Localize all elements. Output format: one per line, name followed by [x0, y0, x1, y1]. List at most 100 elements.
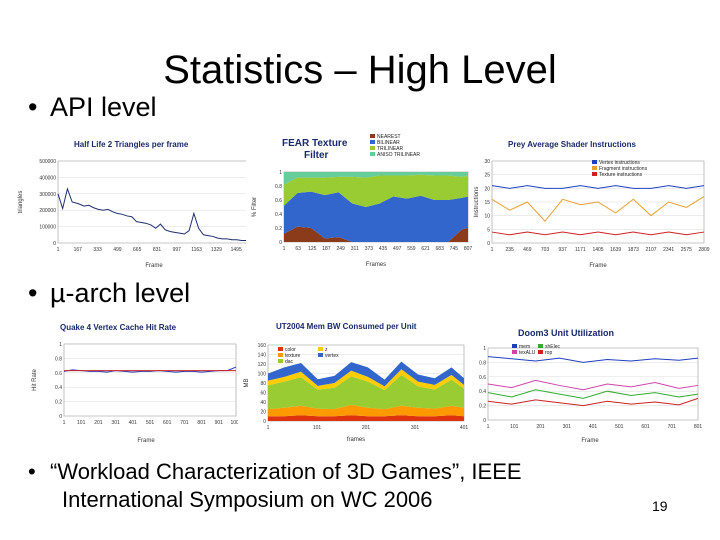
- series-line: [57, 187, 256, 242]
- legend-swatch: [370, 146, 375, 150]
- y-tick-label: 120: [258, 362, 267, 368]
- y-tick-label: 1: [279, 170, 282, 176]
- x-tick-label: 2341: [663, 247, 674, 253]
- area-texture: [268, 404, 464, 417]
- area-dac: [268, 374, 464, 410]
- x-tick-label: 621: [421, 246, 430, 252]
- x-tick-label: 187: [322, 246, 331, 252]
- chart-title: FEAR Texture: [282, 138, 348, 149]
- legend-label: dac: [285, 359, 294, 365]
- x-axis-label: Frame: [137, 438, 155, 444]
- legend-swatch: [538, 350, 543, 354]
- legend-label: mem: [519, 344, 530, 350]
- legend-swatch: [538, 344, 543, 348]
- legend-label: shElec: [545, 344, 561, 350]
- x-tick-label: 101: [510, 424, 519, 430]
- bullet-dot: •: [28, 278, 38, 308]
- x-tick-label: 807: [464, 246, 472, 252]
- x-tick-label: 1: [283, 246, 286, 252]
- x-tick-label: 249: [336, 246, 345, 252]
- ut2004-mem-bw-chart: UT2004 Mem BW Consumed per Unit 0 20 40 60 80…: [238, 315, 470, 444]
- x-tick-label: 401: [589, 424, 598, 430]
- legend-swatch: [278, 347, 283, 351]
- series-line-fragment-instructions: [491, 196, 705, 222]
- x-tick-label: 301: [563, 424, 572, 430]
- y-tick-label: 10: [484, 214, 490, 220]
- hl2-triangles-chart: Half Life 2 Triangles per frame 0 100000 20…: [14, 133, 262, 270]
- x-tick-label: 703: [541, 247, 550, 253]
- bullet-dot: •: [28, 92, 38, 122]
- legend-label: BILINEAR: [377, 140, 400, 146]
- y-tick-label: 20: [260, 410, 266, 416]
- bullet-uarch-level: • µ-arch level: [28, 278, 190, 309]
- x-axis-label: Frame: [589, 263, 607, 269]
- legend-label: texture: [285, 353, 301, 359]
- chart-title: Doom3 Unit Utilization: [518, 328, 614, 338]
- chart-title-line2: Filter: [304, 150, 329, 161]
- citation-line-1: “Workload Characterization of 3D Games”,…: [50, 459, 522, 484]
- x-tick-label: 435: [379, 246, 388, 252]
- y-tick-label: 0.6: [275, 198, 282, 204]
- y-tick-label: 0.8: [479, 360, 486, 366]
- x-tick-label: 2107: [645, 247, 656, 253]
- x-tick-label: 831: [153, 247, 162, 253]
- x-tick-label: 497: [393, 246, 402, 252]
- legend-label: rop: [545, 350, 552, 356]
- x-tick-label: 601: [163, 420, 172, 426]
- x-tick-label: 125: [308, 246, 317, 252]
- x-tick-label: 1: [491, 247, 494, 253]
- area-nearest: [284, 226, 468, 242]
- y-tick-label: 0: [53, 241, 56, 247]
- y-axis-label: Instructions: [474, 187, 480, 218]
- area-bilinear: [284, 191, 468, 242]
- y-tick-label: 400000: [39, 175, 56, 181]
- y-tick-label: 0: [279, 240, 282, 246]
- y-tick-label: 0: [263, 419, 266, 425]
- x-tick-label: 1405: [592, 247, 603, 253]
- y-tick-label: 300000: [39, 192, 56, 198]
- x-tick-label: 235: [505, 247, 514, 253]
- y-tick-label: 0.2: [479, 404, 486, 410]
- x-axis-label: Frame: [581, 438, 599, 444]
- x-tick-label: 997: [173, 247, 182, 253]
- x-tick-label: 2575: [681, 247, 692, 253]
- area-vertex: [268, 361, 464, 387]
- series-line-texalu: [487, 379, 699, 391]
- legend-label: Texture instructions: [599, 172, 643, 178]
- legend-label: z: [325, 347, 328, 353]
- x-tick-label: 301: [411, 425, 420, 431]
- y-tick-label: 0.8: [55, 356, 62, 362]
- legend-swatch: [370, 140, 375, 144]
- legend-label: vertex: [325, 353, 339, 359]
- chart-title: Prey Average Shader Instructions: [508, 140, 636, 149]
- series-line-rop: [487, 397, 699, 407]
- x-tick-label: 901: [215, 420, 224, 426]
- x-tick-label: 201: [536, 424, 545, 430]
- x-tick-label: 1639: [610, 247, 621, 253]
- y-tick-label: 500000: [39, 159, 56, 165]
- y-tick-label: 0.8: [275, 184, 282, 190]
- x-tick-label: 745: [450, 246, 459, 252]
- legend-swatch: [318, 353, 323, 357]
- y-tick-label: 5: [487, 227, 490, 233]
- x-tick-label: 1: [267, 425, 270, 431]
- x-tick-label: 601: [641, 424, 650, 430]
- series-line-mem: [487, 356, 699, 363]
- x-tick-label: 373: [365, 246, 374, 252]
- x-tick-label: 469: [523, 247, 532, 253]
- x-tick-label: 801: [197, 420, 206, 426]
- y-tick-label: 0: [483, 418, 486, 424]
- x-tick-label: 401: [129, 420, 138, 426]
- y-tick-label: 15: [484, 200, 490, 206]
- chart-title: Quake 4 Vertex Cache Hit Rate: [60, 323, 177, 332]
- legend-label: Fragment instructions: [599, 166, 648, 172]
- x-tick-label: 683: [436, 246, 445, 252]
- y-tick-label: 140: [258, 353, 267, 359]
- page-number: 19: [652, 498, 668, 514]
- x-tick-label: 201: [362, 425, 371, 431]
- area-z: [268, 369, 464, 391]
- plot-area: [57, 160, 257, 244]
- legend-swatch: [512, 350, 517, 354]
- y-tick-label: 20: [484, 186, 490, 192]
- x-tick-label: 501: [146, 420, 155, 426]
